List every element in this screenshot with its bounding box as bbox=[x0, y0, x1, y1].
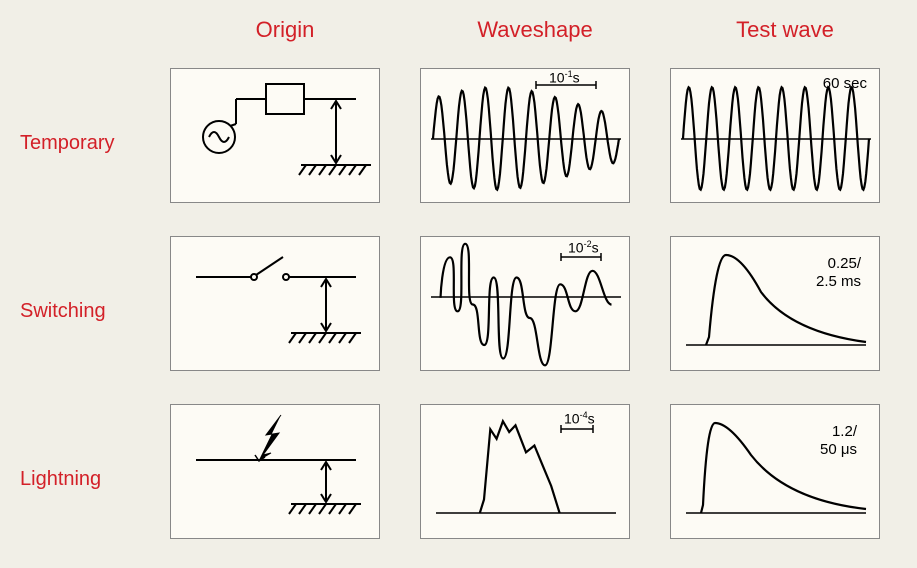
temporary-testwave-label: 60 sec bbox=[823, 75, 867, 92]
switching-testwave-label2: 2.5 ms bbox=[816, 273, 861, 290]
cell-switching-waveshape: 10-2s bbox=[420, 236, 630, 371]
col-header-waveshape: Waveshape bbox=[420, 17, 650, 43]
temporary-waveshape-svg bbox=[421, 69, 631, 204]
corner-empty bbox=[20, 10, 150, 50]
overvoltage-types-grid: Origin Waveshape Test wave Temporary bbox=[0, 0, 917, 564]
cell-lightning-waveshape: 10-4s bbox=[420, 404, 630, 539]
col-header-testwave: Test wave bbox=[670, 17, 900, 43]
switching-waveshape-scale-label: 10-2s bbox=[568, 239, 599, 256]
cell-temporary-testwave: 60 sec bbox=[670, 68, 880, 203]
lightning-waveshape-svg bbox=[421, 405, 631, 540]
col-header-origin: Origin bbox=[170, 17, 400, 43]
temporary-origin-svg bbox=[171, 69, 381, 204]
lightning-waveshape-scale-label: 10-4s bbox=[564, 410, 595, 427]
row-label-switching: Switching bbox=[20, 300, 150, 323]
temporary-waveshape-scale-label: 10-1s bbox=[549, 69, 580, 86]
switching-origin-svg bbox=[171, 237, 381, 372]
switching-testwave-label1: 0.25/ bbox=[828, 255, 861, 272]
row-label-lightning: Lightning bbox=[20, 468, 150, 491]
lightning-testwave-label2: 50 μs bbox=[820, 441, 857, 458]
cell-temporary-waveshape: 10-1s bbox=[420, 68, 630, 203]
cell-lightning-origin bbox=[170, 404, 380, 539]
lightning-testwave-label1: 1.2/ bbox=[832, 423, 857, 440]
cell-switching-origin bbox=[170, 236, 380, 371]
row-label-temporary: Temporary bbox=[20, 132, 150, 155]
lightning-origin-svg bbox=[171, 405, 381, 540]
cell-temporary-origin bbox=[170, 68, 380, 203]
switching-waveshape-svg bbox=[421, 237, 631, 372]
cell-lightning-testwave: 1.2/ 50 μs bbox=[670, 404, 880, 539]
cell-switching-testwave: 0.25/ 2.5 ms bbox=[670, 236, 880, 371]
